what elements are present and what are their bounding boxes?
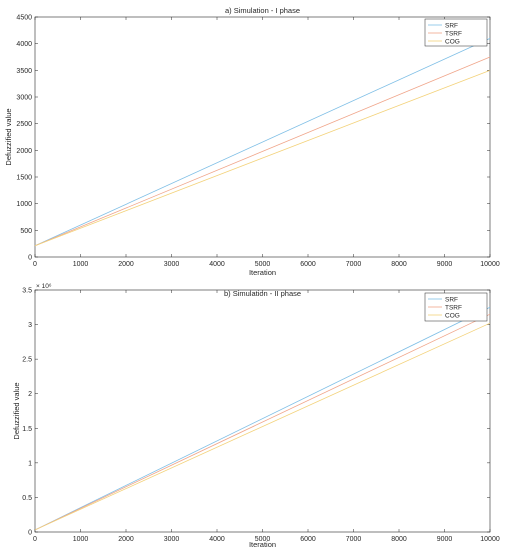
x-tick-label: 6000	[300, 261, 316, 268]
legend-label-srf: SRF	[445, 22, 458, 29]
y-tick-label: 3000	[16, 95, 32, 102]
y-tick-label: 2500	[16, 121, 32, 128]
plot-area	[34, 289, 491, 533]
x-tick-label: 8000	[391, 261, 407, 268]
legend-label-cog: COG	[445, 38, 460, 45]
legend-label-cog: COG	[445, 312, 460, 319]
x-axis-title: Iteration	[249, 540, 276, 549]
x-tick-label: 1000	[73, 536, 89, 543]
x-tick-label: 5000	[255, 536, 271, 543]
plot-area	[34, 16, 491, 258]
series-line-cog	[34, 322, 491, 531]
y-tick-label: 0	[28, 530, 32, 537]
series-line-cog	[34, 69, 491, 247]
x-tick-label: 10000	[480, 261, 500, 268]
x-tick-label: 1000	[73, 261, 89, 268]
y-exponent-label: × 10⁶	[36, 283, 52, 290]
y-tick-label: 2	[28, 391, 32, 398]
series-line-srf	[34, 37, 491, 247]
y-tick-label: 0.5	[22, 495, 32, 502]
y-tick-label: 4500	[16, 15, 32, 22]
chart-title: b) Simulation - II phase	[224, 289, 301, 298]
legend-box	[424, 18, 488, 47]
x-tick-label: 9000	[437, 261, 453, 268]
chart-title: a) Simulation - I phase	[225, 6, 300, 15]
y-axis-title: Defuzzified value	[12, 382, 21, 439]
x-tick-label: 0	[33, 536, 37, 543]
y-tick-label: 1.5	[22, 426, 32, 433]
x-tick-label: 5000	[255, 261, 271, 268]
x-tick-label: 10000	[480, 536, 500, 543]
legend-label-srf: SRF	[445, 296, 458, 303]
y-tick-label: 3500	[16, 68, 32, 75]
legend-label-tsrf: TSRF	[445, 304, 462, 311]
y-tick-label: 0	[28, 255, 32, 262]
x-axis-title: Iteration	[249, 268, 276, 277]
y-tick-label: 2000	[16, 148, 32, 155]
y-tick-label: 500	[20, 228, 32, 235]
x-tick-label: 4000	[209, 536, 225, 543]
x-tick-label: 0	[33, 261, 37, 268]
y-tick-label: 1	[28, 460, 32, 467]
x-tick-label: 8000	[391, 536, 407, 543]
x-tick-label: 4000	[209, 261, 225, 268]
x-tick-label: 6000	[300, 536, 316, 543]
x-tick-label: 9000	[437, 536, 453, 543]
y-tick-label: 3.5	[22, 288, 32, 295]
x-tick-label: 7000	[346, 536, 362, 543]
y-tick-label: 1500	[16, 175, 32, 182]
x-tick-label: 7000	[346, 261, 362, 268]
x-tick-label: 3000	[164, 261, 180, 268]
y-tick-label: 1000	[16, 201, 32, 208]
series-line-srf	[34, 306, 491, 531]
y-axis-title: Defuzzified value	[4, 108, 13, 165]
series-line-tsrf	[34, 313, 491, 531]
series-line-tsrf	[34, 56, 491, 247]
legend-label-tsrf: TSRF	[445, 30, 462, 37]
y-tick-label: 2.5	[22, 357, 32, 364]
x-tick-label: 2000	[118, 261, 134, 268]
y-tick-label: 4000	[16, 41, 32, 48]
x-tick-label: 3000	[164, 536, 180, 543]
chart-phase-1: 0 1000 2000 3000 4000 5000 6000 7000 8000 9000 100…	[4, 6, 500, 277]
chart-phase-2: 0 1000 2000 3000 4000 5000 6000 7000 8000 9000 100…	[12, 283, 500, 549]
x-tick-label: 2000	[118, 536, 134, 543]
y-tick-label: 3	[28, 322, 32, 329]
